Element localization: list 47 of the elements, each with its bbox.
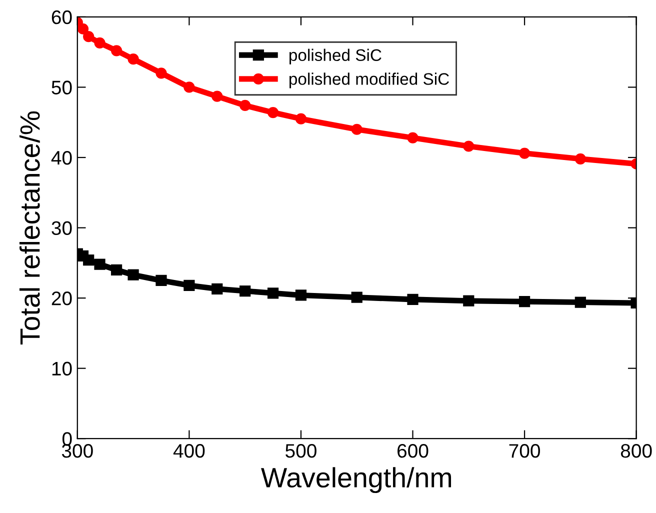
x-tick-label: 400	[173, 444, 205, 458]
point	[240, 100, 251, 112]
point	[574, 153, 586, 164]
point	[267, 106, 279, 118]
point	[463, 140, 474, 152]
point	[212, 283, 223, 294]
point	[267, 288, 279, 299]
point	[83, 31, 94, 42]
point	[77, 23, 89, 34]
point	[518, 148, 530, 159]
point	[212, 90, 223, 102]
point	[94, 37, 106, 48]
x-tick-label: 800	[620, 444, 652, 458]
point	[156, 274, 167, 286]
point	[83, 254, 94, 266]
point	[110, 264, 122, 276]
point	[156, 68, 167, 79]
point	[184, 82, 195, 93]
x-tick-label: 700	[509, 444, 540, 458]
point	[351, 124, 362, 135]
legend-label: polished SiC	[290, 48, 382, 64]
point	[128, 269, 139, 280]
y-axis-title: Total reflectance/%	[19, 111, 40, 344]
point	[295, 113, 307, 124]
y-tick-label: 40	[51, 150, 72, 165]
point	[351, 292, 362, 303]
point	[184, 280, 195, 291]
x-tick-label: 300	[62, 444, 93, 458]
point	[518, 296, 530, 308]
legend-label: polished modified SiC	[290, 72, 449, 88]
point	[463, 295, 474, 306]
y-tick-label: 50	[52, 80, 72, 94]
point	[94, 258, 106, 270]
x-axis-title: Wavelength/nm	[261, 467, 452, 494]
point	[240, 285, 251, 297]
point	[128, 54, 139, 65]
point	[407, 132, 418, 144]
y-tick-label: 30	[52, 221, 72, 236]
point	[110, 45, 122, 56]
point	[295, 290, 307, 301]
y-tick-label: 60	[52, 10, 72, 24]
y-tick-label: 10	[52, 362, 72, 376]
x-tick-label: 600	[398, 444, 428, 458]
point	[574, 296, 586, 308]
y-tick-label: 20	[52, 292, 72, 306]
x-tick-label: 500	[286, 444, 316, 458]
point	[407, 294, 418, 306]
